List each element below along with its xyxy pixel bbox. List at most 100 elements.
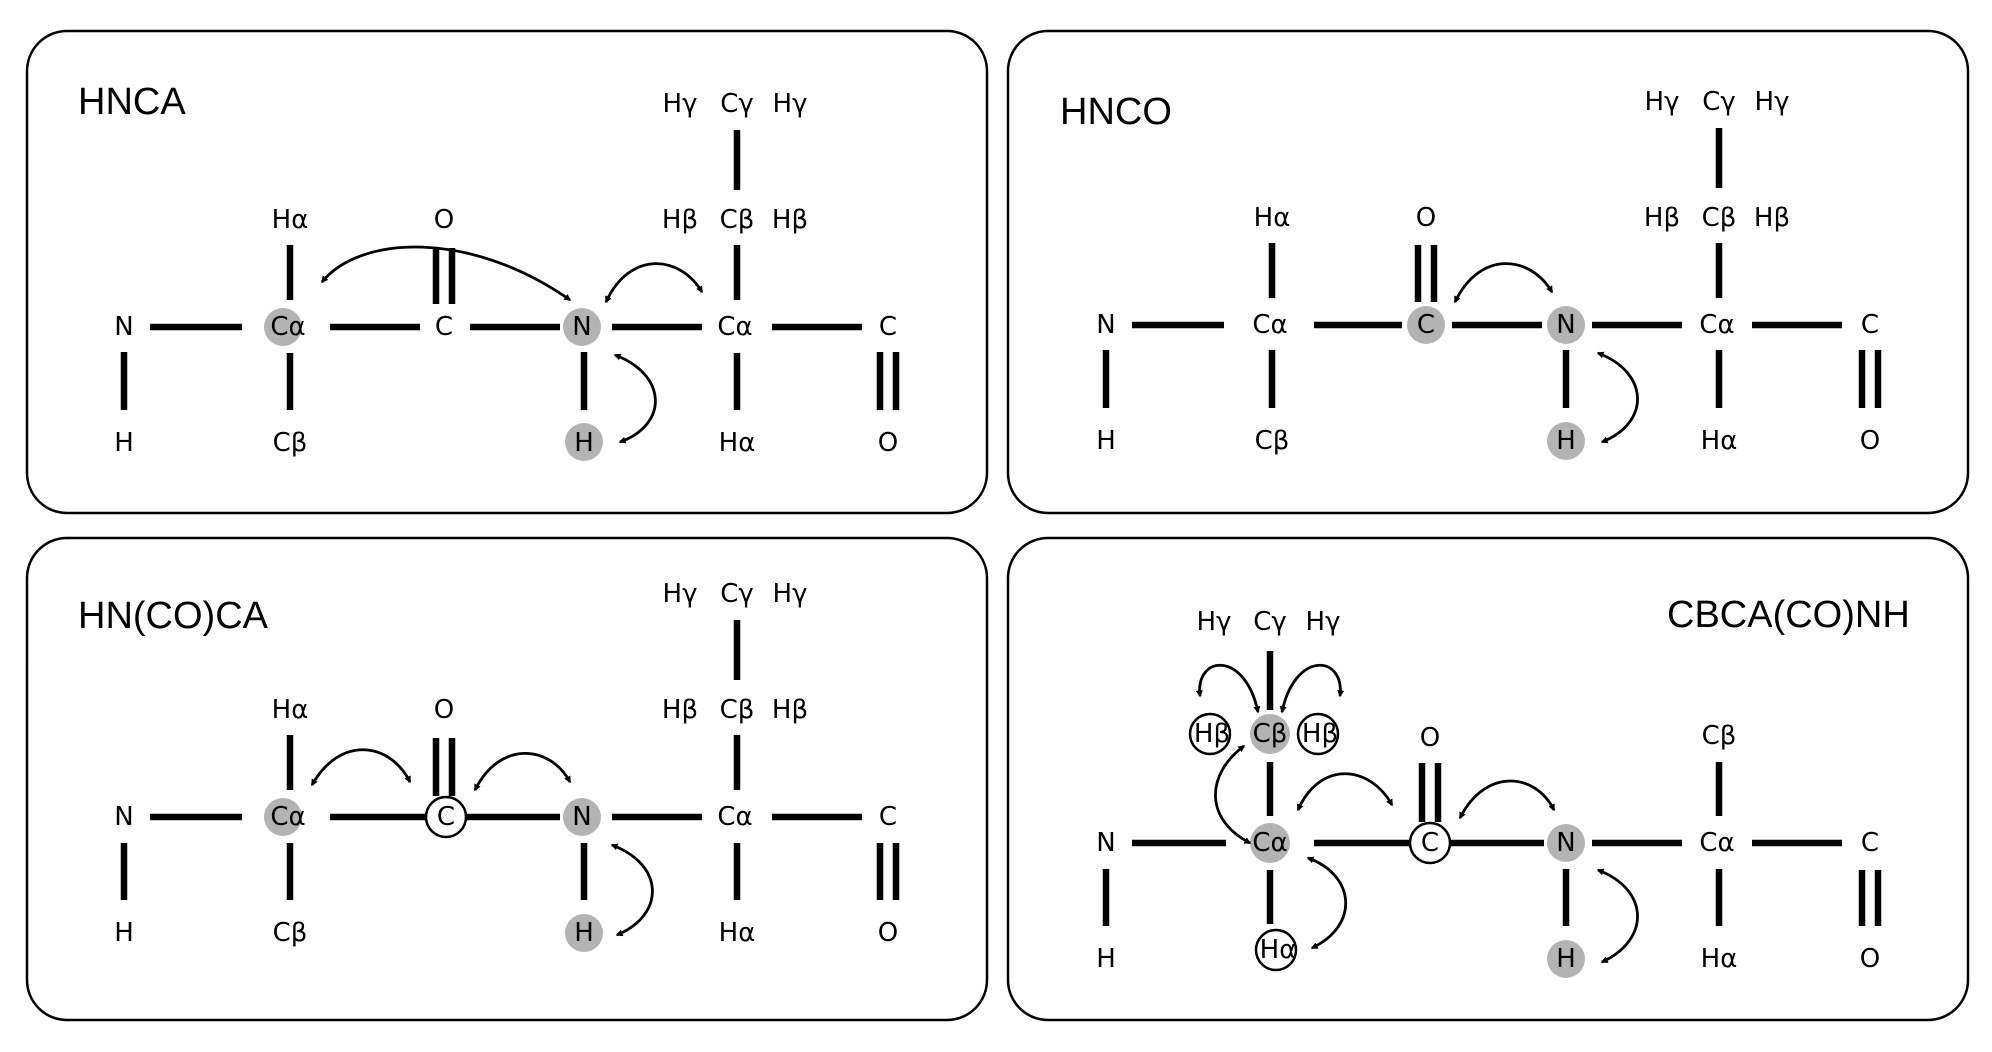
- atom-ca: Cα: [717, 802, 752, 832]
- transfer-arrow: [1214, 744, 1252, 845]
- atom-hg: Hγ: [1645, 87, 1680, 117]
- highlight-dot: [1547, 422, 1585, 460]
- atom-hb: Hβ: [1302, 719, 1338, 749]
- atom-c: C: [437, 802, 455, 832]
- atom-h: H: [1556, 426, 1576, 456]
- highlight-ring: [424, 795, 468, 839]
- atom-cb: Cβ: [273, 918, 308, 948]
- highlight-dot: [264, 308, 302, 346]
- atom-o: O: [1860, 944, 1880, 974]
- atom-cb: Cβ: [720, 205, 755, 235]
- atom-h: H: [1096, 944, 1116, 974]
- panel-hnco-frame: [1006, 29, 1970, 515]
- atom-c: C: [1861, 310, 1879, 340]
- atom-hb: Hβ: [1754, 203, 1790, 233]
- atom-o: O: [434, 205, 454, 235]
- atom-o: O: [878, 918, 898, 948]
- atom-ha: Hα: [1260, 935, 1297, 965]
- atom-ha: Hα: [1701, 426, 1738, 456]
- highlight-dot: [264, 798, 302, 836]
- atom-ca: Cα: [1252, 828, 1287, 858]
- atom-cb: Cβ: [1702, 721, 1737, 751]
- atom-cg: Cγ: [1702, 87, 1736, 117]
- highlight-dot: [563, 798, 601, 836]
- atom-ca: Cα: [1699, 310, 1734, 340]
- panel-hnca: HNCA N H Cα Hα Cβ C O N H Cα Cβ Hβ: [25, 29, 989, 515]
- highlight-dot: [563, 308, 601, 346]
- atom-o: O: [434, 695, 454, 725]
- atom-hb: Hβ: [772, 695, 808, 725]
- atom-o: O: [1420, 723, 1440, 753]
- transfer-arrow: [1596, 351, 1639, 444]
- highlight-dot: [1547, 940, 1585, 978]
- atom-o: O: [1860, 426, 1880, 456]
- highlight-ring: [1254, 928, 1298, 972]
- atom-hb: Hβ: [662, 205, 698, 235]
- atom-hg: Hγ: [773, 579, 808, 609]
- atom-cb: Cβ: [1702, 203, 1737, 233]
- atom-hg: Hγ: [773, 89, 808, 119]
- atom-h: H: [114, 918, 134, 948]
- atom-h: H: [574, 428, 594, 458]
- panel-hnco-title: HNCO: [1060, 91, 1172, 133]
- transfer-arrow: [1596, 868, 1639, 964]
- atom-hb: Hβ: [772, 205, 808, 235]
- transfer-arrow: [613, 353, 657, 444]
- highlight-ring: [1296, 712, 1340, 756]
- atom-ha: Hα: [719, 918, 756, 948]
- transfer-arrow: [310, 748, 412, 787]
- transfer-arrow: [1195, 663, 1261, 714]
- atom-hg: Hγ: [663, 89, 698, 119]
- atom-hb: Hβ: [1644, 203, 1680, 233]
- transfer-arrow: [1279, 663, 1345, 714]
- atom-c: C: [879, 802, 897, 832]
- atom-n: N: [1556, 828, 1575, 858]
- atom-hg: Hγ: [663, 579, 698, 609]
- atom-cb: Cβ: [720, 695, 755, 725]
- atom-n: N: [1096, 310, 1115, 340]
- atom-ca: Cα: [270, 312, 305, 342]
- panel-hnco: HNCO N H Cα Hα Cβ C O N H Cα Cβ Hβ Hβ Cγ…: [1006, 29, 1970, 515]
- atom-n: N: [572, 802, 591, 832]
- atom-ha: Hα: [719, 428, 756, 458]
- atom-n: N: [1096, 828, 1115, 858]
- panel-hnca-frame: [25, 29, 989, 515]
- transfer-arrow: [604, 262, 704, 304]
- atom-cg: Cγ: [720, 89, 754, 119]
- atom-hb: Hβ: [1194, 719, 1230, 749]
- atom-h: H: [114, 428, 134, 458]
- transfer-arrow: [1306, 856, 1348, 950]
- atom-ha: Hα: [272, 695, 309, 725]
- highlight-dot: [1250, 714, 1290, 754]
- atom-cb: Cβ: [273, 428, 308, 458]
- transfer-arrow: [473, 752, 572, 792]
- atom-cg: Cγ: [720, 579, 754, 609]
- highlight-ring: [1408, 821, 1452, 865]
- atom-hg: Hγ: [1197, 607, 1232, 637]
- highlight-ring: [1188, 712, 1232, 756]
- atom-c: C: [1861, 828, 1879, 858]
- atom-cb: Cβ: [1253, 719, 1288, 749]
- transfer-arrow: [320, 245, 572, 302]
- atom-n: N: [1556, 310, 1575, 340]
- transfer-arrow: [1458, 779, 1556, 820]
- atom-ca: Cα: [1252, 310, 1287, 340]
- atom-h: H: [574, 918, 594, 948]
- panel-hnca-title: HNCA: [78, 81, 186, 123]
- panel-cbcaconh-frame: [1006, 536, 1970, 1022]
- highlight-dot: [565, 423, 603, 461]
- atom-ca: Cα: [1699, 828, 1734, 858]
- atom-hg: Hγ: [1306, 607, 1341, 637]
- atom-ha: Hα: [272, 205, 309, 235]
- atom-c: C: [1417, 310, 1435, 340]
- atom-ca: Cα: [270, 802, 305, 832]
- atom-h: H: [1096, 426, 1116, 456]
- atom-n: N: [114, 312, 133, 342]
- panel-hncoca: HN(CO)CA N H Cα Hα Cβ C O N H Cα Cβ Hβ H…: [25, 536, 989, 1022]
- atom-o: O: [878, 428, 898, 458]
- atom-ha: Hα: [1254, 203, 1291, 233]
- highlight-dot: [1250, 823, 1290, 863]
- transfer-arrow: [1296, 772, 1394, 812]
- atom-n: N: [114, 802, 133, 832]
- atom-h: H: [1556, 944, 1576, 974]
